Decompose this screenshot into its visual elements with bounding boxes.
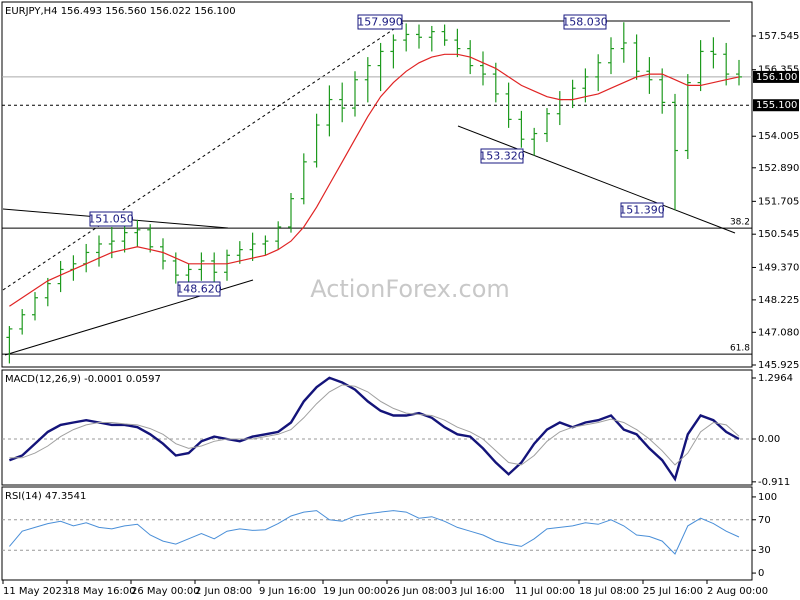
annotation: 151.050 xyxy=(88,213,134,226)
annotation: 148.620 xyxy=(176,283,222,296)
y-tick-label: 157.545 xyxy=(758,31,799,42)
y-tick-label: -0.911 xyxy=(758,477,790,488)
x-tick-label: 9 Jun 16:00 xyxy=(259,586,316,597)
y-tick-label: 149.370 xyxy=(758,262,799,273)
y-tick-label: 100 xyxy=(758,492,777,503)
y-tick-label: 145.925 xyxy=(758,360,799,371)
chart-title: EURJPY,H4 156.493 156.560 156.022 156.10… xyxy=(5,6,236,17)
y-tick-label: 0.00 xyxy=(758,434,780,445)
current-price-box xyxy=(753,70,799,83)
x-tick-label: 3 Jul 16:00 xyxy=(451,586,505,597)
y-tick-label: 0 xyxy=(758,568,764,579)
x-tick-label: 11 Jul 00:00 xyxy=(515,586,575,597)
y-tick-label: 70 xyxy=(758,515,771,526)
indicator-line xyxy=(9,384,740,466)
trend-line xyxy=(457,125,736,234)
fib-label: 61.8 xyxy=(730,344,750,354)
current-price-label: 156.100 xyxy=(756,72,797,83)
moving-average xyxy=(9,53,740,307)
price-panel xyxy=(1,1,753,368)
annotation: 157.990 xyxy=(357,16,403,29)
rsi-panel xyxy=(1,486,753,581)
x-tick-label: 2 Aug 00:00 xyxy=(707,586,768,597)
y-tick-label: 148.225 xyxy=(758,295,799,306)
y-tick-label: 152.890 xyxy=(758,163,799,174)
annotation: 158.030 xyxy=(562,16,608,29)
y-tick-label: 147.080 xyxy=(758,327,799,338)
x-tick-label: 18 Jul 08:00 xyxy=(579,586,639,597)
x-tick-label: 11 May 2023 xyxy=(3,586,68,597)
indicator-line xyxy=(9,510,740,555)
y-tick-label: 30 xyxy=(758,545,771,556)
panel-title: RSI(14) 47.3541 xyxy=(5,491,86,502)
y-tick-label: 154.005 xyxy=(758,131,799,142)
y-tick-label: 151.705 xyxy=(758,196,799,207)
trend-line xyxy=(2,22,404,291)
y-tick-label: 156.355 xyxy=(758,65,799,76)
indicator-line xyxy=(8,376,740,482)
x-tick-label: 25 Jul 16:00 xyxy=(643,586,703,597)
level-box xyxy=(753,99,799,112)
fib-label: 38.2 xyxy=(730,218,750,228)
annotation: 153.320 xyxy=(479,150,525,163)
annotations: 157.990 158.030 153.320 151.390 151.050 … xyxy=(88,14,665,297)
x-tick-label: 26 Jun 08:00 xyxy=(387,586,451,597)
x-tick-label: 2 Jun 08:00 xyxy=(195,586,252,597)
watermark: ActionForex.com xyxy=(310,275,510,303)
x-tick-label: 26 May 00:00 xyxy=(131,586,200,597)
level-label: 155.100 xyxy=(756,100,797,111)
x-tick-label: 18 May 16:00 xyxy=(67,586,136,597)
annotation: 151.390 xyxy=(619,204,665,217)
macd-panel xyxy=(1,369,753,486)
y-tick-label: 150.545 xyxy=(758,229,799,240)
panel-title: MACD(12,26,9) -0.0001 0.0597 xyxy=(5,374,161,385)
x-tick-label: 19 Jun 00:00 xyxy=(323,586,387,597)
y-tick-label: 1.2964 xyxy=(758,373,793,384)
